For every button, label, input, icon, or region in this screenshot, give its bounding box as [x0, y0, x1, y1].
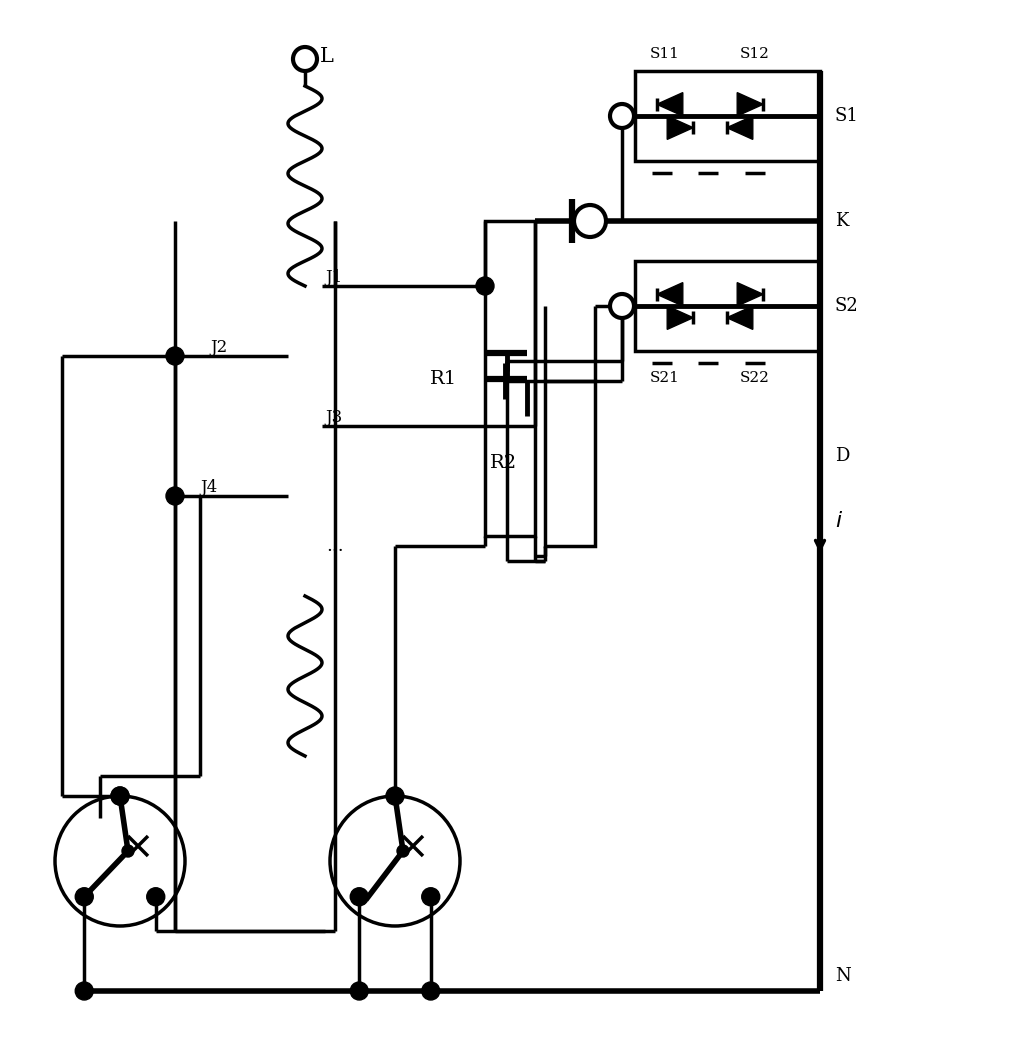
- Polygon shape: [738, 93, 763, 116]
- Circle shape: [422, 888, 440, 906]
- Text: L: L: [320, 47, 334, 66]
- Polygon shape: [657, 93, 683, 116]
- Text: J4: J4: [200, 480, 217, 497]
- Text: R1: R1: [430, 370, 457, 387]
- Text: J3: J3: [325, 409, 342, 427]
- Polygon shape: [726, 306, 753, 329]
- Circle shape: [350, 982, 368, 1000]
- Text: J1: J1: [325, 270, 342, 286]
- Text: N: N: [835, 967, 851, 985]
- Circle shape: [166, 347, 184, 365]
- Circle shape: [111, 787, 129, 805]
- Text: S12: S12: [740, 47, 770, 61]
- Text: K: K: [835, 212, 849, 230]
- Circle shape: [476, 277, 494, 295]
- Bar: [485, 221, 535, 536]
- Circle shape: [386, 787, 404, 805]
- Text: S11: S11: [650, 47, 680, 61]
- Bar: [545, 381, 595, 545]
- Circle shape: [166, 487, 184, 505]
- Polygon shape: [657, 282, 683, 306]
- Text: ...: ...: [326, 537, 344, 555]
- Circle shape: [122, 845, 134, 857]
- Text: J2: J2: [210, 339, 227, 356]
- Circle shape: [574, 205, 606, 237]
- Text: S22: S22: [740, 371, 770, 385]
- Circle shape: [422, 982, 440, 1000]
- Polygon shape: [667, 306, 693, 329]
- Text: $i$: $i$: [835, 510, 844, 532]
- Text: S1: S1: [835, 107, 859, 125]
- Text: R2: R2: [490, 455, 518, 473]
- Polygon shape: [726, 116, 753, 139]
- Circle shape: [350, 888, 368, 906]
- Text: S2: S2: [835, 297, 859, 315]
- Text: S21: S21: [650, 371, 680, 385]
- Polygon shape: [738, 282, 763, 306]
- Circle shape: [610, 294, 634, 318]
- Circle shape: [76, 982, 93, 1000]
- Polygon shape: [667, 116, 693, 139]
- Circle shape: [293, 47, 317, 71]
- Circle shape: [397, 845, 409, 857]
- Circle shape: [610, 104, 634, 128]
- Bar: [635, 71, 820, 161]
- Text: D: D: [835, 447, 850, 465]
- Bar: [635, 261, 820, 351]
- Circle shape: [76, 888, 93, 906]
- Circle shape: [111, 787, 129, 805]
- Circle shape: [146, 888, 164, 906]
